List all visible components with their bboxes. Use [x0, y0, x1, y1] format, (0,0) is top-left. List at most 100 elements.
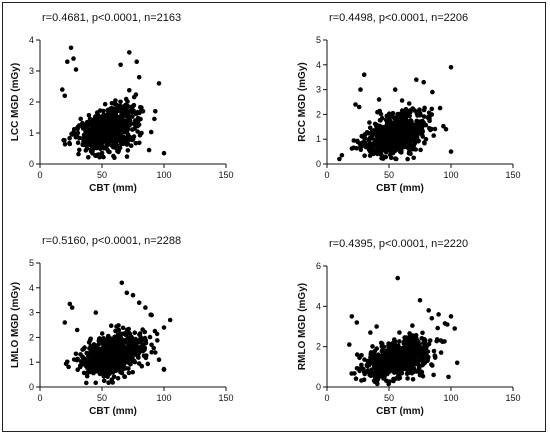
data-point — [404, 111, 410, 116]
data-point — [375, 376, 381, 382]
data-point — [446, 374, 451, 380]
data-point — [119, 359, 124, 365]
x-tick-label: 100 — [156, 170, 171, 180]
data-point — [381, 368, 386, 373]
data-point — [393, 346, 399, 352]
y-tick-label: 1 — [29, 128, 34, 138]
data-point — [410, 323, 415, 328]
data-point — [448, 65, 454, 70]
data-point — [154, 331, 160, 337]
data-point — [426, 308, 432, 313]
data-point — [378, 340, 384, 346]
data-point — [406, 128, 412, 133]
data-point — [392, 87, 398, 92]
stats-annotation: r=0.5160, p<0.0001, n=2288 — [42, 235, 181, 247]
data-point — [76, 151, 81, 157]
y-tick-label: 1 — [316, 134, 321, 144]
x-axis-label: CBT (mm) — [89, 183, 137, 194]
data-point — [73, 351, 79, 357]
data-point — [371, 362, 377, 367]
x-axis-label: CBT (mm) — [89, 406, 137, 417]
data-point — [61, 137, 66, 143]
data-point — [368, 352, 374, 357]
data-point — [339, 153, 345, 158]
data-point — [126, 360, 132, 366]
data-point — [353, 102, 358, 107]
data-point — [114, 143, 120, 148]
data-point — [104, 341, 109, 346]
data-point — [131, 94, 137, 100]
data-point — [77, 135, 82, 141]
data-point — [393, 376, 399, 381]
data-point — [371, 370, 377, 376]
data-point — [161, 325, 167, 330]
y-tick-label: 0 — [316, 382, 321, 392]
data-point — [108, 122, 113, 128]
data-point — [88, 131, 94, 136]
data-point — [114, 139, 120, 144]
y-tick-label: 1 — [29, 357, 34, 367]
data-point — [142, 335, 148, 341]
y-tick-label: 5 — [29, 258, 34, 268]
x-tick-label: 100 — [443, 170, 458, 180]
data-point — [93, 153, 98, 158]
data-point — [68, 45, 74, 51]
data-point — [393, 133, 398, 139]
data-point — [147, 334, 153, 340]
data-point — [155, 338, 160, 343]
data-point — [452, 326, 458, 331]
data-point — [104, 137, 109, 143]
data-point — [410, 346, 416, 351]
data-point — [368, 330, 373, 335]
data-point — [75, 126, 80, 132]
data-point — [430, 89, 435, 95]
data-point — [123, 96, 129, 102]
data-point — [136, 346, 141, 351]
data-point — [369, 129, 375, 134]
data-point — [112, 362, 118, 368]
data-point — [127, 50, 132, 55]
data-point — [426, 354, 431, 360]
data-point — [123, 123, 128, 129]
data-point — [126, 339, 132, 345]
data-point — [103, 349, 108, 355]
y-tick-label: 5 — [316, 35, 321, 45]
data-point — [417, 107, 422, 112]
data-point — [63, 361, 69, 367]
data-point — [77, 147, 82, 153]
data-point — [394, 128, 399, 133]
data-point — [358, 87, 363, 92]
data-point — [167, 317, 173, 323]
y-tick-label: 2 — [29, 97, 34, 107]
y-tick-label: 0 — [316, 159, 321, 169]
data-point — [402, 335, 407, 340]
scatter-points-lmlo — [62, 280, 173, 386]
data-point — [93, 114, 98, 119]
data-point — [67, 301, 73, 307]
data-point — [106, 149, 111, 154]
data-point — [417, 352, 422, 358]
data-point — [392, 116, 398, 122]
data-point — [129, 335, 135, 341]
data-point — [359, 378, 364, 383]
data-point — [403, 115, 409, 120]
data-point — [99, 331, 105, 336]
data-point — [367, 125, 373, 130]
data-point — [141, 342, 146, 348]
data-point — [156, 81, 162, 86]
y-tick-label: 3 — [316, 85, 321, 95]
data-point — [406, 355, 412, 361]
data-point — [379, 135, 385, 140]
data-point — [448, 149, 454, 154]
x-tick-label: 150 — [505, 170, 520, 180]
data-point — [351, 138, 357, 143]
data-point — [416, 119, 421, 125]
data-point — [377, 359, 383, 365]
data-point — [117, 145, 123, 151]
x-tick-label: 0 — [37, 393, 42, 403]
data-point — [425, 115, 431, 120]
data-point — [130, 369, 135, 375]
data-point — [122, 374, 128, 380]
data-point — [69, 132, 75, 137]
data-point — [404, 348, 410, 354]
